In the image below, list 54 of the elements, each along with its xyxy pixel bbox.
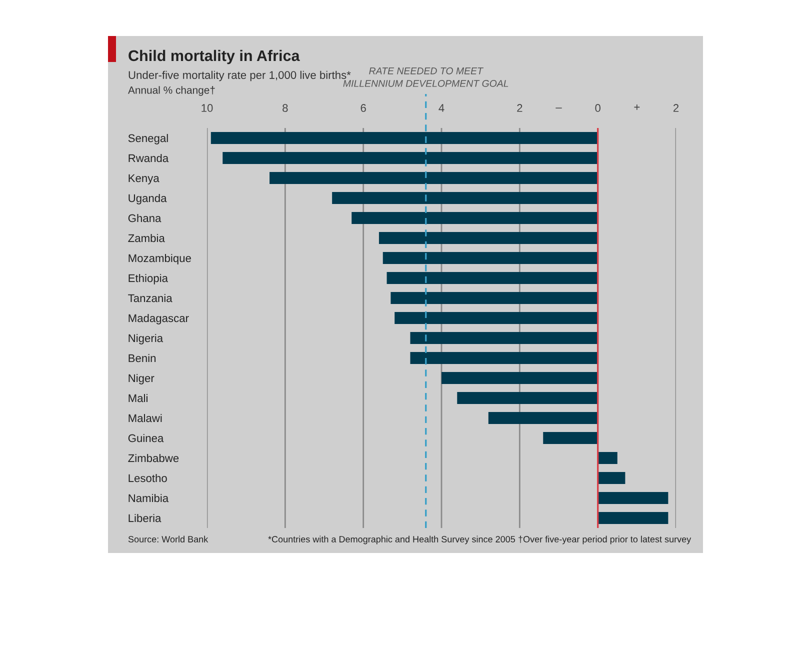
bar: [543, 432, 598, 444]
y-tick-label: Zimbabwe: [128, 454, 179, 462]
y-tick-label: Benin: [128, 354, 156, 362]
bar: [382, 252, 598, 264]
chart-subtitle: Under-five mortality rate per 1,000 live births*: [128, 70, 351, 82]
bar: [222, 152, 598, 164]
bar: [598, 492, 668, 504]
y-tick-label: Ethiopia: [128, 274, 168, 284]
x-axis-title: Annual % change†: [128, 86, 215, 96]
bar: [332, 192, 598, 204]
y-tick-label: Madagascar: [128, 314, 189, 324]
bar: [270, 172, 598, 184]
bar: [488, 412, 598, 424]
x-tick-label: 2: [517, 104, 522, 112]
bar: [390, 292, 598, 304]
bar: [598, 512, 668, 524]
bar: [598, 452, 618, 464]
y-tick-label: Ghana: [128, 214, 162, 222]
bar: [394, 312, 598, 324]
bar: [378, 232, 598, 244]
y-tick-label: Senegal: [128, 134, 168, 144]
y-tick-label: Mali: [128, 394, 148, 402]
x-tick-label: 10: [202, 104, 213, 112]
bar: [386, 272, 598, 284]
x-tick-label: 6: [360, 104, 366, 112]
y-tick-label: Guinea: [128, 434, 164, 442]
y-tick-label: Mozambique: [128, 254, 191, 264]
x-tick-label: 2: [673, 104, 679, 112]
text: *Countries with a Demographic and Health Survey since 2005: [268, 536, 516, 544]
y-tick-label: Niger: [128, 374, 154, 384]
y-tick-label: Liberia: [128, 514, 162, 522]
y-tick-label: Zambia: [128, 234, 165, 242]
bar: [457, 392, 598, 404]
bar: [410, 352, 598, 364]
y-tick-label: Rwanda: [128, 154, 169, 162]
y-tick-label: Kenya: [128, 174, 160, 184]
y-tick-label: Nigeria: [128, 334, 164, 344]
bar: [352, 212, 598, 224]
chart-title: Child mortality in Africa: [128, 50, 300, 64]
bar: [210, 132, 598, 144]
y-tick-label: Malawi: [128, 414, 162, 422]
bar: [410, 332, 598, 344]
text: +: [634, 104, 640, 110]
y-tick-label: Lesotho: [128, 474, 167, 482]
x-tick-label: 8: [282, 104, 288, 112]
y-tick-label: Tanzania: [128, 294, 172, 302]
x-tick-label: 0: [595, 104, 600, 112]
y-tick-label: Namibia: [128, 494, 169, 502]
bar: [442, 372, 598, 384]
bar: [598, 472, 626, 484]
source-note: Source: World Bank: [128, 536, 208, 542]
x-tick-label: 4: [438, 104, 444, 112]
text: †Over five-year period prior to latest survey: [518, 536, 692, 544]
y-tick-label: Uganda: [128, 194, 167, 204]
